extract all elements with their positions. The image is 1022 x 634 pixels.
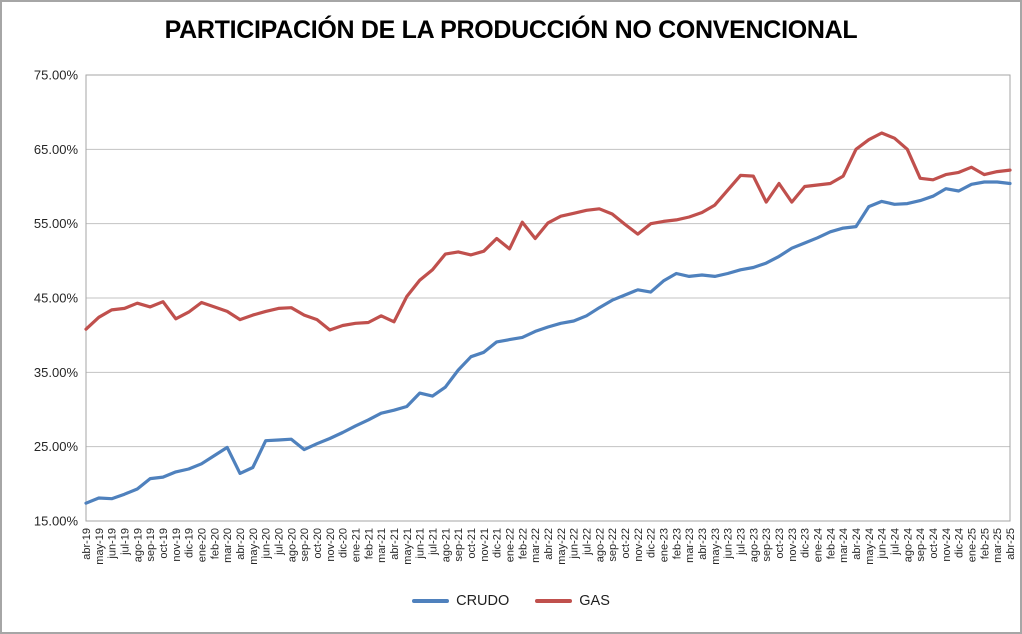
x-axis-tick-label: ago-20	[286, 528, 298, 562]
x-axis-tick-label: mar-25	[992, 528, 1004, 563]
crudo-line	[84, 180, 1012, 505]
y-axis-tick-label: 15.00%	[34, 514, 79, 529]
x-axis-tick-label: ene-22	[505, 528, 517, 562]
x-axis-tick-label: sep-23	[761, 528, 773, 562]
x-axis-tick-label: may-20	[248, 528, 260, 565]
y-axis-tick-label: 65.00%	[34, 142, 79, 157]
x-axis-tick-label: sep-22	[607, 528, 619, 562]
x-axis-tick-label: jun-22	[569, 528, 581, 560]
x-axis-tick-label: sep-19	[145, 528, 157, 562]
x-axis-tick-label: dic-23	[800, 528, 812, 558]
legend: CRUDO GAS	[0, 593, 1022, 609]
x-axis-tick-label: ago-21	[440, 528, 452, 562]
x-axis-tick-label: mar-22	[530, 528, 542, 563]
x-axis-tick-label: ago-19	[132, 528, 144, 562]
x-axis-tick-label: jul-23	[736, 528, 748, 556]
x-axis-tick-label: nov-19	[171, 528, 183, 562]
x-axis-tick-label: may-19	[94, 528, 106, 565]
y-axis-tick-label: 75.00%	[34, 68, 79, 83]
x-axis-tick-label: ene-20	[197, 528, 209, 562]
x-axis-tick-label: jun-24	[877, 528, 889, 560]
x-axis-tick-label: ene-24	[813, 528, 825, 562]
x-axis-tick-label: oct-24	[928, 528, 940, 559]
x-axis-tick-label: oct-22	[620, 528, 632, 559]
x-axis-tick-label: abr-24	[851, 528, 863, 560]
x-axis-tick-label: feb-22	[517, 528, 529, 559]
x-axis-tick-label: sep-24	[915, 528, 927, 562]
y-axis-tick-label: 35.00%	[34, 365, 79, 380]
x-axis-tick-label: ago-22	[594, 528, 606, 562]
legend-swatch-gas	[535, 599, 573, 603]
x-axis-tick-label: abr-19	[81, 528, 93, 560]
plot-area-border	[85, 74, 1011, 522]
x-axis-tick-label: nov-20	[325, 528, 337, 562]
chart-title: PARTICIPACIÓN DE LA PRODUCCIÓN NO CONVEN…	[164, 16, 858, 44]
x-axis-tick-label: sep-20	[299, 528, 311, 562]
y-axis-tick-label: 25.00%	[34, 439, 79, 454]
x-axis-tick-label: feb-21	[363, 528, 375, 559]
x-axis-tick-label: jul-21	[428, 528, 440, 556]
x-axis-tick-label: jul-20	[274, 528, 286, 556]
x-axis-tick-label: jul-22	[582, 528, 594, 556]
x-axis-tick-label: ene-23	[659, 528, 671, 562]
x-axis-tick-label: mar-20	[222, 528, 234, 563]
x-axis-tick-label: abr-22	[543, 528, 555, 560]
x-axis-tick-label: oct-23	[774, 528, 786, 559]
x-axis-tick-label: may-22	[556, 528, 568, 565]
x-axis-tick-label: nov-21	[479, 528, 491, 562]
legend-swatch-crudo	[412, 599, 450, 603]
legend-label-gas: GAS	[579, 593, 610, 609]
x-axis-tick-label: jun-21	[415, 528, 427, 560]
x-axis-tick-label: dic-19	[184, 528, 196, 558]
x-axis-tick-label: abr-21	[389, 528, 401, 560]
x-axis-tick-label: feb-24	[825, 528, 837, 559]
x-axis-tick-label: oct-21	[466, 528, 478, 559]
x-axis-tick-label: feb-23	[671, 528, 683, 559]
y-axis-tick-label: 45.00%	[34, 291, 79, 306]
x-axis-tick-label: mar-21	[376, 528, 388, 563]
x-axis-tick-label: nov-24	[941, 528, 953, 562]
x-axis-tick-label: abr-20	[235, 528, 247, 560]
x-axis-tick-label: abr-23	[697, 528, 709, 560]
x-axis-tick-label: dic-24	[954, 528, 966, 558]
legend-item-crudo: CRUDO	[412, 593, 509, 609]
x-axis-tick-label: dic-21	[492, 528, 504, 558]
x-axis-tick-label: feb-25	[979, 528, 991, 559]
x-axis-tick-label: nov-22	[633, 528, 645, 562]
x-axis-tick-label: may-24	[864, 528, 876, 565]
x-axis-tick-label: ago-24	[902, 528, 914, 562]
x-axis-tick-label: jun-19	[107, 528, 119, 560]
x-axis-tick-label: feb-20	[209, 528, 221, 559]
x-axis-tick-label: abr-25	[1005, 528, 1017, 560]
x-axis-tick-label: nov-23	[787, 528, 799, 562]
x-axis-tick-label: mar-23	[684, 528, 696, 563]
x-axis-tick-label: jul-19	[120, 528, 132, 556]
x-axis-tick-label: jun-20	[261, 528, 273, 560]
x-axis-tick-label: ago-23	[748, 528, 760, 562]
x-axis-tick-label: jun-23	[723, 528, 735, 560]
x-axis-tick-label: may-23	[710, 528, 722, 565]
x-axis-tick-label: oct-20	[312, 528, 324, 559]
x-axis-tick-label: may-21	[402, 528, 414, 565]
x-axis-tick-label: dic-22	[646, 528, 658, 558]
x-axis-tick-label: ene-25	[967, 528, 979, 562]
x-axis-tick-label: jul-24	[890, 528, 902, 556]
x-axis-tick-label: dic-20	[338, 528, 350, 558]
legend-item-gas: GAS	[535, 593, 610, 609]
gas-line	[84, 131, 1012, 332]
y-axis-tick-label: 55.00%	[34, 216, 79, 231]
x-axis-tick-label: oct-19	[158, 528, 170, 559]
x-axis-tick-label: sep-21	[453, 528, 465, 562]
legend-label-crudo: CRUDO	[456, 593, 510, 609]
x-axis-tick-label: mar-24	[838, 528, 850, 563]
x-axis-tick-label: ene-21	[351, 528, 363, 562]
